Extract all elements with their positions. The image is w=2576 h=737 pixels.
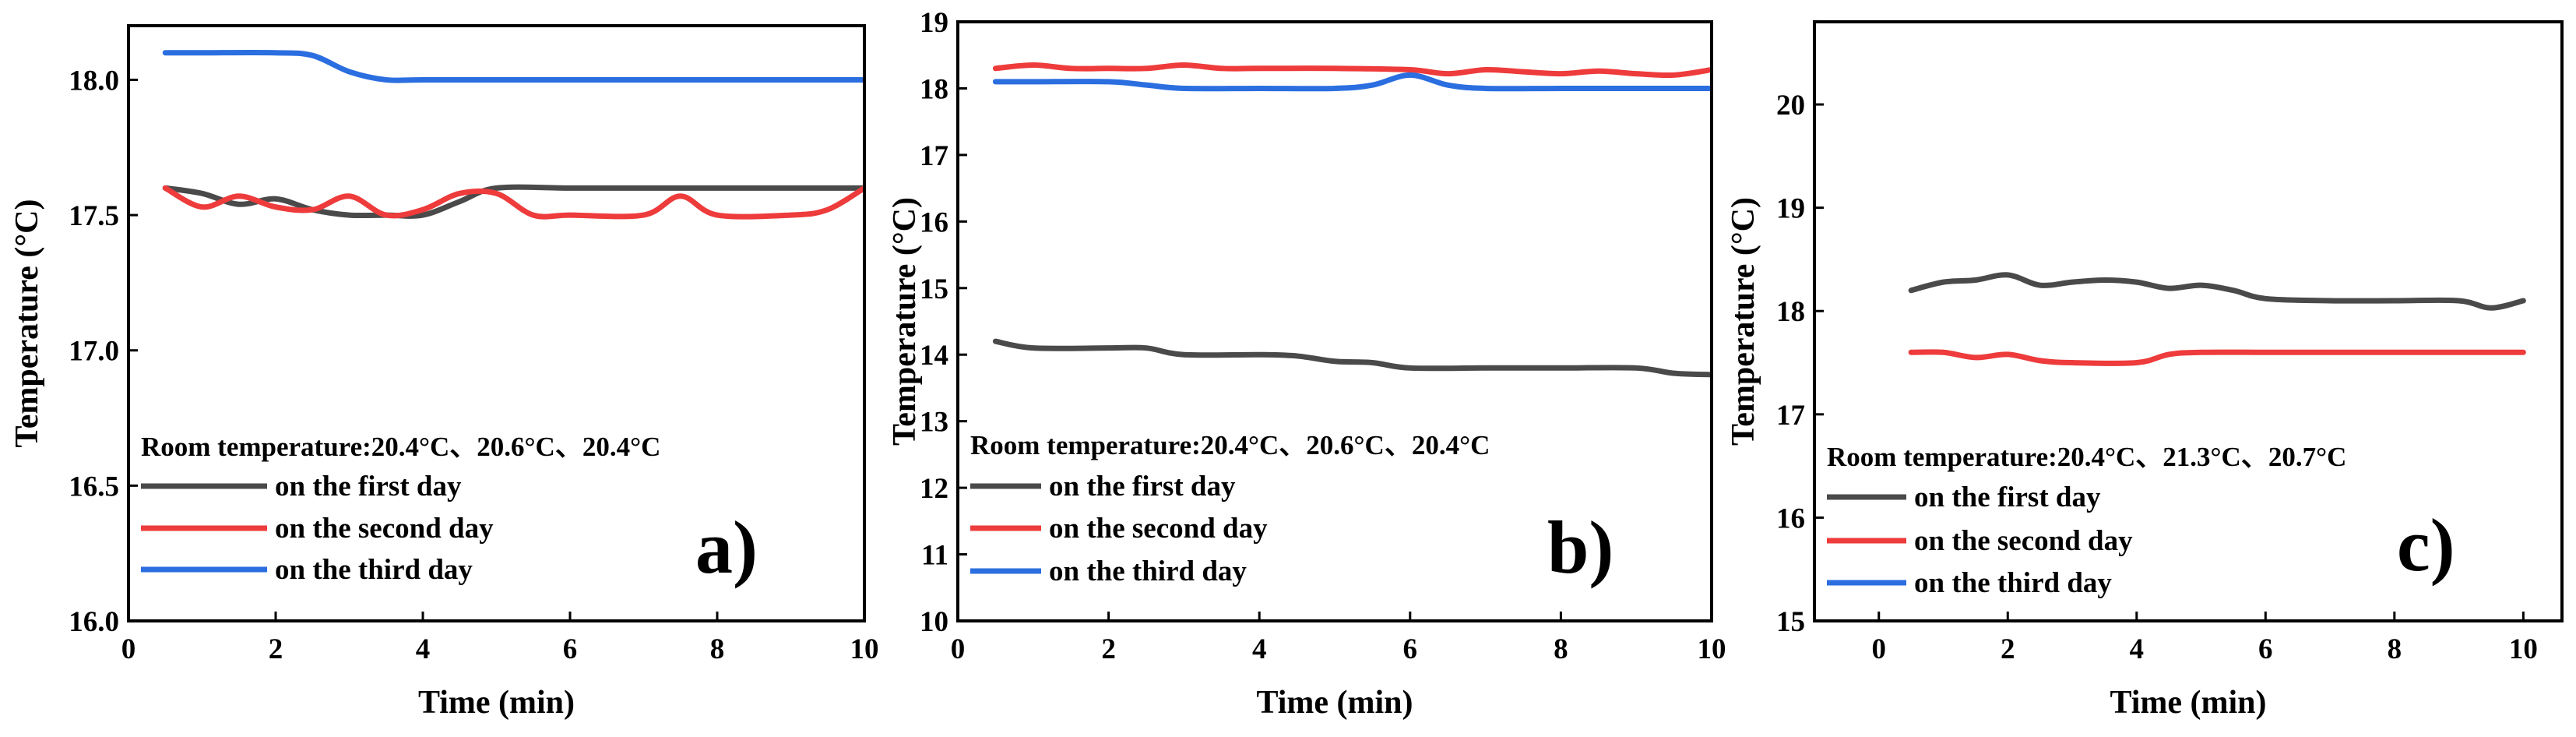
room-temperature-annotation: Room temperature:20.4°C、21.3°C、20.7°C [1827, 442, 2346, 472]
chart-svg: 0 2 4 6 8 10 15 16 17 18 19 20 Time (min) Temperature… [1726, 20, 2564, 721]
y-tick-label: 16.5 [69, 471, 119, 503]
x-tick-label: 8 [2388, 633, 2402, 665]
chart-panel-1: 0 2 4 6 8 10 16.0 16.5 17.0 17.5 18.0 Time (min) Tem… [0, 0, 888, 733]
y-tick-label: 17.0 [69, 336, 119, 368]
y-axis-title: Temperature (°C) [9, 199, 45, 448]
legend-label-3: on the third day [1049, 555, 1247, 587]
series-line-1 [1908, 272, 2526, 311]
x-tick-label: 10 [2509, 633, 2538, 665]
y-tick-label: 19 [1776, 193, 1805, 225]
legend-label-2: on the second day [1049, 513, 1268, 545]
y-tick-label: 18 [920, 73, 948, 105]
x-tick-label: 4 [1252, 633, 1267, 665]
x-tick-label: 2 [2001, 633, 2015, 665]
chart-svg: 0 2 4 6 8 10 16.0 16.5 17.0 17.5 18.0 Time (min) Tem… [9, 24, 879, 721]
x-tick-label: 8 [1554, 633, 1568, 665]
series-line-1 [992, 338, 1712, 378]
series-line-2 [1908, 349, 2526, 366]
y-tick-label: 13 [920, 407, 948, 439]
y-tick-label: 16 [1776, 503, 1805, 534]
y-tick-label: 17 [920, 140, 948, 172]
y-tick-label: 11 [921, 540, 948, 572]
plot-frame [1813, 20, 2564, 622]
y-tick-label: 16 [920, 206, 948, 238]
room-temperature-annotation: Room temperature:20.4°C、20.6°C、20.4°C [970, 430, 1490, 460]
legend-label-2: on the second day [275, 513, 494, 545]
legend-label-1: on the first day [1914, 481, 2101, 513]
y-tick-label: 12 [920, 473, 948, 505]
x-tick-label: 4 [2130, 633, 2145, 665]
x-tick-label: 6 [563, 633, 578, 665]
legend-label-1: on the first day [275, 471, 462, 503]
series-line-3 [162, 49, 864, 83]
y-tick-label: 19 [920, 7, 948, 39]
y-tick-label: 18.0 [69, 65, 119, 97]
x-tick-label: 2 [1101, 633, 1116, 665]
legend-label-1: on the first day [1049, 471, 1236, 503]
y-tick-label: 16.0 [69, 606, 119, 638]
x-tick-label: 4 [416, 633, 431, 665]
legend-label-3: on the third day [1914, 567, 2112, 599]
y-tick-label: 15 [1776, 606, 1805, 638]
x-axis-title: Time (min) [418, 685, 575, 721]
chart-panel-3: 0 2 4 6 8 10 15 16 17 18 19 20 Time (min) Temperature… [1726, 0, 2576, 733]
y-tick-label: 17.5 [69, 200, 119, 232]
x-tick-label: 2 [269, 633, 283, 665]
y-tick-label: 15 [920, 273, 948, 305]
panel-label: a) [695, 506, 758, 589]
plot-frame [127, 24, 866, 622]
x-tick-label: 0 [951, 633, 966, 665]
y-tick-label: 10 [920, 606, 948, 638]
x-axis-title: Time (min) [1256, 685, 1413, 721]
y-tick-label: 18 [1776, 296, 1805, 328]
chart-svg: 0 2 4 6 8 10 10 11 12 13 14 15 16 17 18 19 Time (min) Tem… [887, 7, 1726, 721]
series-line-2 [162, 185, 864, 220]
x-tick-label: 6 [2258, 633, 2273, 665]
y-axis-title: Temperature (°C) [1729, 197, 1761, 446]
x-tick-label: 10 [850, 633, 879, 665]
series-line-3 [992, 72, 1712, 92]
y-tick-label: 20 [1776, 90, 1805, 122]
chart-panel-2: 0 2 4 6 8 10 10 11 12 13 14 15 16 17 18 19 Time (min) Tem… [887, 0, 1729, 733]
x-tick-label: 6 [1403, 633, 1418, 665]
x-tick-label: 0 [1872, 633, 1887, 665]
legend-label-3: on the third day [275, 554, 473, 586]
x-tick-label: 0 [121, 633, 136, 665]
series-line-2 [992, 62, 1712, 79]
plot-frame [956, 20, 1713, 622]
y-tick-label: 14 [920, 340, 948, 372]
panel-label: b) [1547, 506, 1614, 589]
y-axis-title: Temperature (°C) [888, 197, 923, 446]
x-tick-label: 8 [710, 633, 725, 665]
x-axis-title: Time (min) [2110, 685, 2266, 721]
legend-label-2: on the second day [1914, 525, 2133, 557]
y-tick-label: 17 [1776, 400, 1805, 432]
x-tick-label: 10 [1698, 633, 1726, 665]
room-temperature-annotation: Room temperature:20.4°C、20.6°C、20.4°C [141, 432, 660, 462]
panel-label: c) [2397, 503, 2455, 587]
